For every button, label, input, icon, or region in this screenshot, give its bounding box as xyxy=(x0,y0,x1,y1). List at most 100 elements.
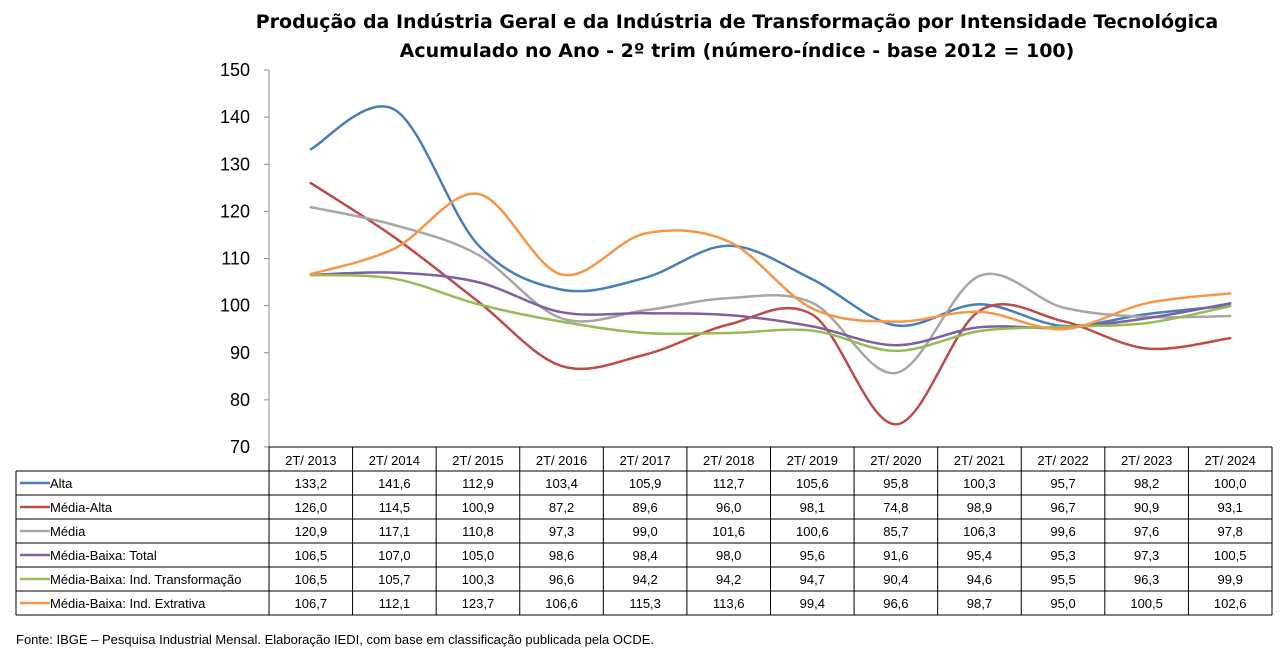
data-label: 113,6 xyxy=(713,596,745,611)
y-tick-label: 100 xyxy=(220,296,250,316)
chart-title: Produção da Indústria Geral e da Indústr… xyxy=(256,11,1219,33)
plot-area xyxy=(309,105,1232,426)
x-category-label: 2T/ 2023 xyxy=(1121,453,1172,468)
data-label: 95,4 xyxy=(967,548,992,563)
data-label: 99,9 xyxy=(1218,572,1243,587)
data-label: 99,0 xyxy=(632,524,657,539)
data-label: 97,3 xyxy=(1134,548,1159,563)
data-label: 95,8 xyxy=(883,476,908,491)
y-tick-label: 110 xyxy=(221,249,250,269)
data-label: 95,6 xyxy=(800,548,825,563)
data-label: 103,4 xyxy=(545,476,578,491)
data-label: 96,7 xyxy=(1050,500,1075,515)
data-label: 99,4 xyxy=(800,596,825,611)
data-label: 123,7 xyxy=(462,596,495,611)
y-tick-label: 80 xyxy=(230,390,250,410)
legend-entry: Média-Baixa: Ind. Extrativa xyxy=(50,596,206,611)
data-label: 133,2 xyxy=(295,476,328,491)
data-label: 100,3 xyxy=(963,476,996,491)
data-label: 90,4 xyxy=(883,572,908,587)
y-tick-label: 90 xyxy=(230,343,250,363)
data-label: 95,0 xyxy=(1050,596,1075,611)
data-label: 98,9 xyxy=(967,500,992,515)
x-category-label: 2T/ 2019 xyxy=(787,453,838,468)
data-label: 102,6 xyxy=(1214,596,1247,611)
data-label: 112,1 xyxy=(379,596,411,611)
data-label: 112,7 xyxy=(713,476,745,491)
x-category-label: 2T/ 2020 xyxy=(870,453,921,468)
data-label: 98,0 xyxy=(716,548,741,563)
data-label: 106,7 xyxy=(295,596,328,611)
data-label: 98,6 xyxy=(549,548,574,563)
data-label: 95,5 xyxy=(1050,572,1075,587)
data-label: 90,9 xyxy=(1134,500,1159,515)
data-label: 100,9 xyxy=(462,500,495,515)
chart-subtitle: Acumulado no Ano - 2º trim (número-índic… xyxy=(400,40,1075,62)
x-category-label: 2T/ 2014 xyxy=(369,453,420,468)
data-label: 87,2 xyxy=(549,500,574,515)
data-label: 100,0 xyxy=(1214,476,1247,491)
y-tick-label: 130 xyxy=(220,154,250,174)
legend-entry: Média-Baixa: Ind. Transformação xyxy=(50,572,241,587)
y-tick-label: 70 xyxy=(230,437,250,457)
data-label: 100,5 xyxy=(1214,548,1247,563)
data-label: 110,8 xyxy=(462,524,494,539)
data-label: 105,6 xyxy=(796,476,829,491)
data-label: 96,3 xyxy=(1134,572,1159,587)
data-label: 96,0 xyxy=(716,500,741,515)
x-category-label: 2T/ 2018 xyxy=(703,453,754,468)
data-label: 100,5 xyxy=(1130,596,1163,611)
data-label: 106,3 xyxy=(963,524,996,539)
data-label: 99,6 xyxy=(1050,524,1075,539)
data-label: 95,7 xyxy=(1050,476,1075,491)
data-label: 98,2 xyxy=(1134,476,1159,491)
legend-entry: Média-Baixa: Total xyxy=(50,548,157,563)
chart-titles: Produção da Indústria Geral e da Indústr… xyxy=(256,11,1219,62)
data-label: 141,6 xyxy=(378,476,411,491)
x-category-label: 2T/ 2016 xyxy=(536,453,587,468)
data-label: 114,5 xyxy=(379,500,411,515)
series-line-media xyxy=(309,205,1232,375)
y-tick-label: 140 xyxy=(220,107,250,127)
data-label: 98,4 xyxy=(632,548,657,563)
data-label: 106,6 xyxy=(545,596,578,611)
data-label: 115,3 xyxy=(629,596,661,611)
data-label: 91,6 xyxy=(883,548,908,563)
data-label: 105,7 xyxy=(378,572,411,587)
legend-entry: Média-Alta xyxy=(50,500,113,515)
data-label: 89,6 xyxy=(632,500,657,515)
data-label: 94,6 xyxy=(967,572,992,587)
data-label: 96,6 xyxy=(549,572,574,587)
data-label: 98,7 xyxy=(967,596,992,611)
data-label: 101,6 xyxy=(712,524,745,539)
x-category-label: 2T/ 2022 xyxy=(1037,453,1088,468)
source-note: Fonte: IBGE – Pesquisa Industrial Mensal… xyxy=(16,632,655,647)
data-label: 96,6 xyxy=(883,596,908,611)
data-label: 126,0 xyxy=(295,500,328,515)
data-label: 100,6 xyxy=(796,524,829,539)
data-label: 117,1 xyxy=(379,524,411,539)
series-line-media-baixa-ind-extrativa xyxy=(309,192,1232,331)
x-category-label: 2T/ 2024 xyxy=(1205,453,1256,468)
data-label: 107,0 xyxy=(378,548,411,563)
data-label: 93,1 xyxy=(1218,500,1243,515)
y-axis: 70 80 90 100 110 120 130 140 150 xyxy=(220,60,270,457)
data-label: 85,7 xyxy=(883,524,908,539)
data-label: 74,8 xyxy=(883,500,908,515)
x-category-label: 2T/ 2021 xyxy=(954,453,1005,468)
data-label: 100,3 xyxy=(462,572,495,587)
x-category-label: 2T/ 2017 xyxy=(619,453,670,468)
legend-entry: Alta xyxy=(50,476,73,491)
data-label: 120,9 xyxy=(295,524,328,539)
legend-entry: Média xyxy=(50,524,86,539)
data-label: 94,7 xyxy=(800,572,825,587)
series-line-alta xyxy=(309,105,1232,328)
data-label: 105,0 xyxy=(462,548,495,563)
data-label: 94,2 xyxy=(632,572,657,587)
data-label: 95,3 xyxy=(1050,548,1075,563)
data-label: 98,1 xyxy=(800,500,825,515)
data-table: 2T/ 2013 2T/ 2014 2T/ 2015 2T/ 2016 2T/ 2017… xyxy=(15,446,1273,616)
x-category-label: 2T/ 2013 xyxy=(285,453,336,468)
x-category-label: 2T/ 2015 xyxy=(452,453,503,468)
